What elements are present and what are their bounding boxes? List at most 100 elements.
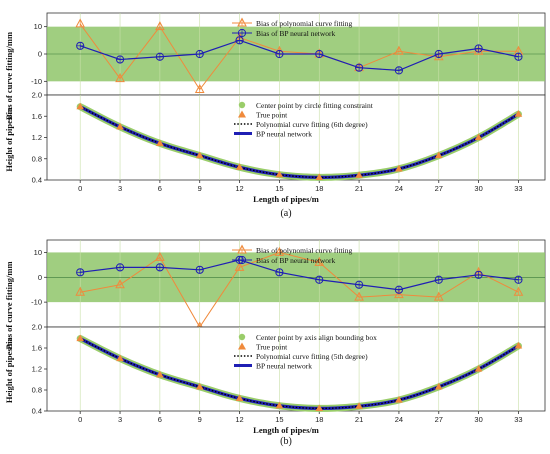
legend-label: Polynomial curve fitting (6th degree) (256, 120, 368, 129)
true-point (434, 382, 443, 390)
y-tick-label: 1.6 (32, 112, 42, 121)
series-line-polynomial (79, 23, 519, 91)
x-tick-label: 33 (514, 415, 522, 424)
legend-label: Bias of BP neural network (256, 29, 336, 38)
legend-label: Bias of polynomial curve fitting (256, 19, 352, 28)
y-tick-label: 2.0 (32, 91, 42, 100)
legend-label: Center point by axis align bounding box (256, 333, 377, 342)
true-point (235, 394, 244, 401)
panel-caption: (a) (280, 208, 291, 219)
x-tick-label: 3 (118, 415, 122, 424)
true-point (355, 171, 363, 178)
y-tick-label: 0.8 (32, 154, 42, 163)
true-point (116, 354, 124, 362)
x-axis-label: Length of pipes/m (253, 194, 319, 204)
polynomial-bias-point (473, 45, 484, 55)
height-panel-a: 2.0 1.6 1.2 0.8 0.4 0 3 6 9 12 15 18 21 24 27 30 33 Cente… (4, 91, 546, 219)
height-plot-frame (46, 326, 546, 412)
y-tick-label: -10 (31, 298, 42, 307)
polynomial-bias-point (394, 45, 404, 55)
y-tick-label: 2.0 (32, 323, 42, 332)
y-tick-label: -10 (31, 77, 42, 86)
true-point (514, 341, 523, 349)
x-tick-label: 18 (315, 415, 323, 424)
y-tick-label: 1.2 (32, 365, 42, 374)
polynomial-bias-point (115, 279, 125, 289)
x-axis-label: Length of pipes/m (253, 425, 319, 435)
legend-label: Polynomial curve fitting (5th degree) (256, 352, 368, 361)
y-tick-label: 1.2 (32, 133, 42, 142)
true-point (195, 382, 204, 390)
x-tick-label: 3 (118, 184, 122, 193)
y-axis-label: Bias of curve fitting/mm (4, 261, 14, 349)
y-tick-label: 0.8 (32, 386, 42, 395)
polynomial-bias-point (234, 261, 245, 271)
true-point (315, 173, 324, 180)
y-tick-label: 0.4 (32, 407, 42, 416)
true-point (275, 401, 284, 409)
x-tick-label: 27 (435, 184, 443, 193)
true-point (76, 334, 84, 342)
legend-marker-triangle (238, 342, 246, 350)
true-point (395, 395, 403, 403)
y-tick-label: 10 (34, 248, 42, 257)
legend-marker-dot (238, 101, 246, 109)
true-point (315, 404, 324, 411)
polynomial-curve (79, 337, 519, 410)
y-axis-label: Bias of curve fitting/mm (4, 32, 14, 120)
x-tick-label: 33 (514, 184, 522, 193)
x-tick-label: 15 (275, 184, 283, 193)
height-panel-b: 2.0 1.6 1.2 0.8 0.4 0 3 6 9 12 15 18 21 24 27 30 33 Cente… (4, 323, 546, 447)
series-line-bp (80, 39, 519, 72)
legend-marker-dot (238, 333, 246, 341)
polynomial-bias-point (394, 289, 404, 299)
x-tick-label: 30 (474, 415, 482, 424)
x-tick-label: 9 (198, 184, 202, 193)
y-tick-label: 0 (38, 273, 42, 282)
series-line-bp (80, 259, 519, 291)
x-tick-label: 24 (395, 184, 403, 193)
true-point (156, 139, 164, 146)
x-tick-label: 9 (198, 415, 202, 424)
y-tick-label: 0.4 (32, 176, 42, 185)
true-point (474, 365, 483, 372)
y-axis-label: Height of pipes/m (4, 107, 14, 171)
legend-label: BP neural network (256, 362, 312, 371)
x-tick-label: 0 (78, 415, 82, 424)
polynomial-bias-point (155, 21, 165, 31)
x-tick-label: 30 (474, 184, 482, 193)
legend-label: Bias of polynomial curve fitting (256, 246, 352, 255)
x-tick-label: 27 (435, 415, 443, 424)
x-tick-label: 0 (78, 184, 82, 193)
height-plot-frame (46, 94, 546, 181)
legend-label: True point (256, 111, 288, 120)
y-axis-label: Height of pipes/m (4, 339, 14, 403)
polynomial-curve (79, 106, 519, 178)
true-point (195, 151, 204, 159)
true-point (156, 370, 164, 378)
legend-label: BP neural network (256, 130, 312, 139)
x-tick-label: 12 (235, 184, 243, 193)
true-point (514, 110, 523, 117)
true-point (395, 164, 403, 172)
x-tick-label: 6 (158, 415, 162, 424)
series-line-polynomial (80, 251, 519, 328)
x-tick-label: 12 (235, 415, 243, 424)
y-tick-label: 10 (34, 22, 42, 31)
x-tick-label: 18 (315, 184, 323, 193)
true-point (355, 402, 363, 409)
x-tick-label: 21 (355, 415, 363, 424)
x-tick-label: 24 (395, 415, 403, 424)
panel-caption: (b) (280, 436, 292, 447)
true-point (235, 163, 244, 170)
legend-label: Bias of BP neural network (256, 256, 336, 265)
true-point (116, 122, 124, 130)
legend-label: True point (256, 343, 288, 352)
true-point (76, 102, 84, 110)
y-tick-label: 1.6 (32, 344, 42, 353)
true-point (275, 170, 284, 178)
